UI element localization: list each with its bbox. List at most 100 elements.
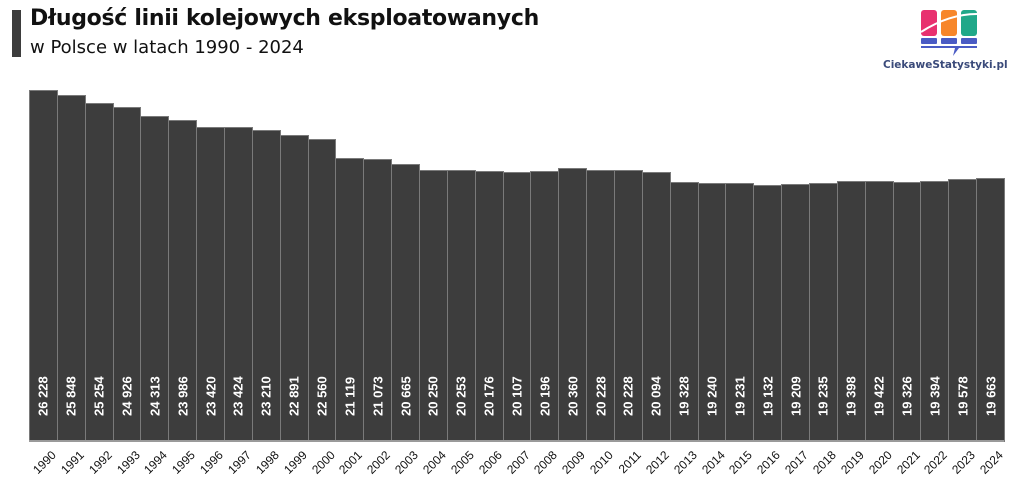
bar-1998: 23 210	[251, 130, 281, 442]
x-tick-label: 2019	[837, 448, 867, 477]
x-tick-label: 2004	[420, 448, 449, 477]
x-tick-label: 1991	[57, 448, 87, 477]
x-tick-label: 1997	[225, 448, 254, 477]
bar-2003: 20 665	[391, 164, 420, 442]
bar-value-label: 23 210	[258, 376, 274, 416]
bar-2007: 20 107	[502, 171, 532, 442]
bar-value-label: 22 891	[286, 376, 302, 416]
bar-1991: 25 848	[56, 95, 86, 442]
x-tick-label: 2020	[865, 448, 895, 477]
bar-chart: 26 228 25 848 25 254 24 926 24 313 23 986 23 4…	[29, 80, 1005, 442]
bar-2019: 19 398	[836, 181, 866, 442]
bar-1992: 25 254	[84, 103, 114, 442]
x-tick-label: 2012	[642, 448, 672, 477]
bar-chart-speech-bubble-icon	[920, 10, 978, 56]
bar-value-label: 22 560	[314, 376, 330, 416]
bar-value-label: 21 073	[370, 376, 386, 416]
bar-value-label: 24 926	[119, 376, 135, 416]
bar-value-label: 23 986	[175, 376, 191, 416]
x-tick-label: 2024	[977, 448, 1006, 477]
x-tick-label: 1999	[280, 448, 310, 477]
bar-1995: 23 986	[168, 119, 198, 442]
bar-value-label: 19 394	[927, 376, 943, 416]
bar-value-label: 20 094	[648, 376, 664, 416]
bar-value-label: 19 328	[676, 376, 692, 416]
bar-value-label: 19 578	[955, 376, 971, 416]
bar-value-label: 20 107	[509, 376, 525, 416]
bar-2010: 20 228	[586, 170, 615, 442]
bar-2023: 19 578	[948, 178, 978, 442]
bar-2015: 19 231	[725, 183, 755, 442]
x-tick-label: 1994	[141, 448, 171, 477]
x-tick-label: 1996	[197, 448, 226, 477]
bar-value-label: 20 228	[593, 376, 609, 416]
x-tick-label: 2003	[392, 448, 421, 477]
x-tick-label: 2007	[503, 448, 533, 477]
x-tick-label: 2000	[308, 448, 338, 477]
bar-2020: 19 422	[864, 180, 894, 442]
bar-1999: 22 891	[279, 134, 309, 442]
bar-value-label: 19 422	[871, 376, 887, 416]
brand-name: CiekaweStatystyki.pl	[883, 59, 1008, 71]
bar-value-label: 26 228	[35, 376, 51, 416]
x-tick-label: 2009	[559, 448, 589, 477]
x-tick-label: 2010	[587, 448, 616, 477]
x-tick-label: 1993	[113, 448, 143, 477]
bar-2014: 19 240	[697, 183, 727, 442]
bar-2004: 20 250	[419, 169, 448, 442]
bar-value-label: 19 240	[704, 376, 720, 416]
bar-1993: 24 926	[112, 107, 142, 442]
bar-value-label: 23 420	[203, 376, 219, 416]
bar-2011: 20 228	[614, 170, 643, 442]
bar-value-label: 24 313	[147, 376, 163, 416]
bar-value-label: 19 326	[899, 376, 915, 416]
bar-2021: 19 326	[892, 182, 922, 442]
x-tick-label: 2022	[921, 448, 951, 477]
x-tick-label: 2014	[698, 448, 728, 477]
x-tick-label: 2018	[810, 448, 839, 477]
bar-2000: 22 560	[307, 138, 337, 442]
bar-value-label: 19 132	[760, 376, 776, 416]
x-tick-label: 2016	[754, 448, 784, 477]
bar-value-label: 19 231	[732, 376, 748, 416]
bar-value-label: 20 228	[620, 376, 636, 416]
title-accent-bar	[12, 10, 21, 57]
bar-value-label: 20 250	[425, 376, 441, 416]
bar-1996: 23 420	[196, 127, 225, 442]
bar-1990: 26 228	[29, 90, 58, 442]
chart-subtitle: w Polsce w latach 1990 - 2024	[30, 37, 304, 58]
x-tick-label: 2008	[531, 448, 561, 477]
bar-2006: 20 176	[474, 170, 504, 442]
bar-value-label: 23 424	[230, 376, 246, 416]
bar-2008: 20 196	[530, 170, 560, 442]
x-tick-label: 2011	[615, 448, 644, 477]
bar-2016: 19 132	[753, 184, 783, 442]
x-tick-label: 2002	[364, 448, 394, 477]
bar-value-label: 20 253	[453, 376, 469, 416]
bar-value-label: 20 665	[398, 376, 414, 416]
bar-value-label: 19 209	[788, 376, 804, 416]
bar-2024: 19 663	[976, 177, 1005, 442]
bar-2013: 19 328	[669, 182, 699, 442]
x-tick-label: 2017	[782, 448, 811, 477]
bar-2001: 21 119	[335, 158, 365, 442]
bar-2002: 21 073	[363, 158, 393, 442]
x-tick-label: 2013	[670, 448, 700, 477]
bar-value-label: 20 360	[565, 376, 581, 416]
chart-title: Długość linii kolejowych eksploatowanych	[30, 6, 539, 31]
bar-value-label: 19 663	[983, 376, 999, 416]
x-tick-label: 2006	[475, 448, 505, 477]
x-tick-label: 1995	[169, 448, 199, 477]
bar-2009: 20 360	[558, 168, 588, 442]
x-tick-label: 2015	[726, 448, 756, 477]
x-tick-label: 2005	[447, 448, 477, 477]
bar-value-label: 25 254	[91, 376, 107, 416]
x-tick-label: 1990	[30, 448, 59, 477]
bar-value-label: 20 196	[537, 376, 553, 416]
bar-1994: 24 313	[140, 115, 170, 442]
bar-1997: 23 424	[224, 127, 253, 442]
x-tick-label: 1992	[85, 448, 115, 477]
bar-2012: 20 094	[641, 171, 671, 442]
bar-value-label: 19 235	[815, 376, 831, 416]
bar-2022: 19 394	[920, 181, 950, 442]
